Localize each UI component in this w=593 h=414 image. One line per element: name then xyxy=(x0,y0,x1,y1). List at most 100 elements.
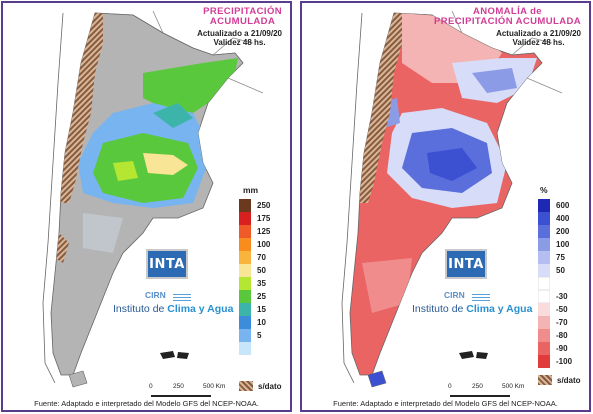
source-footer: Fuente: Adaptado e interpretado del Mode… xyxy=(333,399,558,408)
cirn-logo-icon xyxy=(472,292,490,301)
legend-label: -50 xyxy=(556,305,568,314)
scale-bar-line xyxy=(151,395,211,397)
legend-swatch xyxy=(239,277,251,290)
inta-logo-text: INTA xyxy=(448,256,484,272)
legend-swatch xyxy=(538,355,550,368)
legend-item: 70 xyxy=(239,251,270,264)
legend-swatch xyxy=(239,316,251,329)
scale-label-0: 0 xyxy=(448,383,452,390)
inta-logo: INTA xyxy=(146,249,188,279)
legend-item: 400 xyxy=(538,212,572,225)
legend-swatch xyxy=(538,251,550,264)
legend-item: 125 xyxy=(239,225,270,238)
legend-item xyxy=(239,342,270,355)
legend-item: 5 xyxy=(239,329,270,342)
map-title: ANOMALÍA de PRECIPITACIÓN ACUMULADA xyxy=(434,7,581,27)
scale-label-250: 250 xyxy=(173,383,184,390)
scale-bar: 0 250 500 Km xyxy=(448,383,524,397)
map-title: PRECIPITACIÓN ACUMULADA xyxy=(203,7,282,27)
cirn-logo-icon xyxy=(173,292,191,301)
scale-label-250: 250 xyxy=(472,383,483,390)
scale-bar: 0 250 500 Km xyxy=(149,383,225,397)
title-line-1: ANOMALÍA de xyxy=(473,6,542,17)
legend-label: 15 xyxy=(257,305,266,314)
legend-item: -80 xyxy=(538,329,572,342)
map-subtitle: Actualizado a 21/09/20 Validez 48 hs. xyxy=(496,29,581,47)
legend-label: 600 xyxy=(556,201,570,210)
legend-swatch xyxy=(538,342,550,355)
legend-swatch xyxy=(239,290,251,303)
legend-swatch xyxy=(239,238,251,251)
legend-label: 400 xyxy=(556,214,570,223)
legend-item: 100 xyxy=(538,238,572,251)
inta-logo: INTA xyxy=(445,249,487,279)
legend-item: 200 xyxy=(538,225,572,238)
title-line-1: PRECIPITACIÓN xyxy=(203,6,282,17)
legend-swatch xyxy=(538,238,550,251)
legend-swatch xyxy=(538,303,550,316)
legend-label: 250 xyxy=(257,201,271,210)
legend-label: 200 xyxy=(556,227,570,236)
legend-item: 35 xyxy=(239,277,270,290)
legend-swatch xyxy=(538,212,550,225)
legend-unit: mm xyxy=(243,185,259,195)
legend-item: -90 xyxy=(538,342,572,355)
legend-label: 175 xyxy=(257,214,271,223)
legend-item: -50 xyxy=(538,303,572,316)
legend-item: 75 xyxy=(538,251,572,264)
precipitation-map-panel: PRECIPITACIÓN ACUMULADA Actualizado a 21… xyxy=(1,1,292,412)
legend-label: -30 xyxy=(556,292,568,301)
nodata-label: s/dato xyxy=(557,375,581,385)
nodata-label: s/dato xyxy=(258,381,282,391)
scale-label-500: 500 Km xyxy=(203,383,226,390)
legend-label: 5 xyxy=(257,331,262,340)
scale-bar-line xyxy=(450,395,510,397)
legend-swatch xyxy=(239,303,251,316)
legend-swatch xyxy=(538,199,550,212)
institute-highlight: Clima y Agua xyxy=(466,303,533,315)
legend-label: 75 xyxy=(556,253,565,262)
institute-highlight: Clima y Agua xyxy=(167,303,234,315)
legend-label: 125 xyxy=(257,227,271,236)
institute-name: Instituto de Clima y Agua xyxy=(113,303,233,315)
legend: 250 175 125 100 70 50 35 25 15 10 5 xyxy=(239,199,270,355)
legend-swatch xyxy=(538,277,550,290)
legend-label: -80 xyxy=(556,331,568,340)
legend-item: 50 xyxy=(239,264,270,277)
updated-text: Actualizado a 21/09/20 xyxy=(496,29,581,38)
source-footer: Fuente: Adaptado e interpretado del Mode… xyxy=(34,399,259,408)
legend-label: 35 xyxy=(257,279,266,288)
title-line-2: ACUMULADA xyxy=(209,16,276,27)
legend-swatch xyxy=(538,225,550,238)
title-line-2: PRECIPITACIÓN ACUMULADA xyxy=(434,16,581,27)
legend-item: -30 xyxy=(538,290,572,303)
legend-item: 100 xyxy=(239,238,270,251)
legend-item: -100 xyxy=(538,355,572,368)
anomaly-map-panel: ANOMALÍA de PRECIPITACIÓN ACUMULADA Actu… xyxy=(300,1,591,412)
institute-name: Instituto de Clima y Agua xyxy=(412,303,532,315)
legend-label: 50 xyxy=(257,266,266,275)
legend-swatch xyxy=(538,290,550,303)
updated-text: Actualizado a 21/09/20 xyxy=(197,29,282,38)
legend-label: 70 xyxy=(257,253,266,262)
legend-swatch xyxy=(538,316,550,329)
cirn-label: CIRN xyxy=(145,290,166,300)
legend-label: 100 xyxy=(556,240,570,249)
legend-item: -70 xyxy=(538,316,572,329)
legend-item: 175 xyxy=(239,212,270,225)
validity-text: Validez 48 hs. xyxy=(512,38,565,47)
legend-item: 15 xyxy=(239,303,270,316)
legend-item: 25 xyxy=(239,290,270,303)
institute-prefix: Instituto de xyxy=(412,303,467,315)
legend-swatch xyxy=(239,342,251,355)
legend-swatch xyxy=(239,199,251,212)
scale-label-0: 0 xyxy=(149,383,153,390)
map-subtitle: Actualizado a 21/09/20 Validez 48 hs. xyxy=(197,29,282,47)
legend-item: 600 xyxy=(538,199,572,212)
legend-label: -90 xyxy=(556,344,568,353)
scale-label-500: 500 Km xyxy=(502,383,525,390)
legend-swatch xyxy=(239,329,251,342)
legend-swatch xyxy=(239,251,251,264)
legend-label: 100 xyxy=(257,240,271,249)
legend-swatch xyxy=(538,264,550,277)
